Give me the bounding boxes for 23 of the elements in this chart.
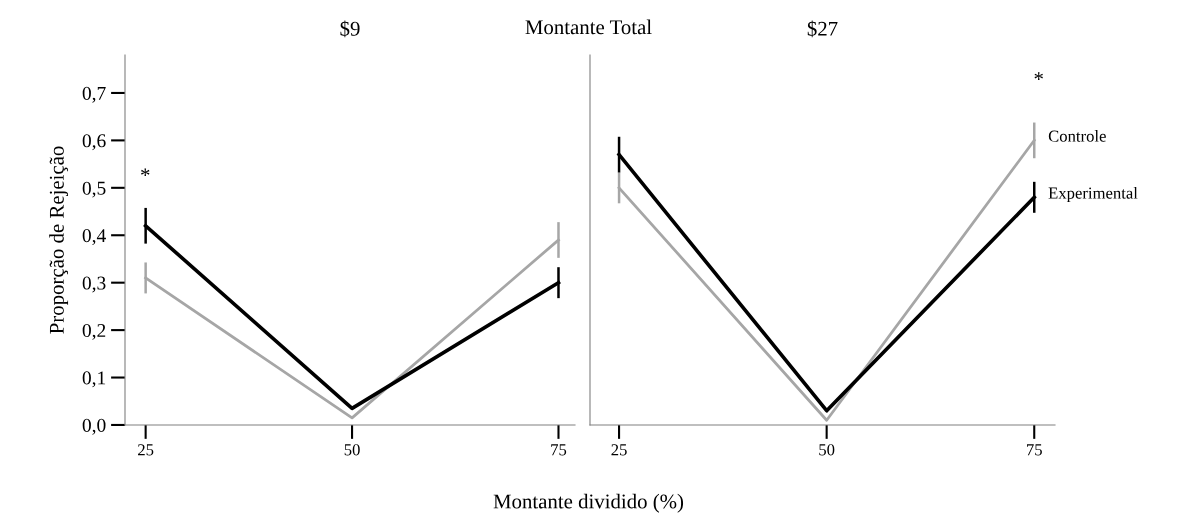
x-tick-label: 50 xyxy=(344,444,360,456)
annotation: * xyxy=(141,168,150,177)
chart-title: $27 xyxy=(807,20,838,38)
x-tick-label: 75 xyxy=(1027,444,1042,456)
x-tick-label: 25 xyxy=(611,444,627,456)
chart-title: $9 xyxy=(340,20,360,38)
annotation: * xyxy=(1034,72,1043,80)
x-tick-label: 50 xyxy=(819,444,835,456)
x-tick-label: 75 xyxy=(551,444,567,456)
y-axis-title: Proporção de Rejeição xyxy=(49,146,69,334)
y-tick-label: 0,7 xyxy=(82,86,106,103)
text: Montante Total xyxy=(525,19,652,35)
y-tick-label: 0,5 xyxy=(82,181,106,198)
y-tick-label: 0,2 xyxy=(82,323,106,340)
y-tick-label: 0,4 xyxy=(82,229,106,245)
y-tick-label: 0,1 xyxy=(82,371,106,388)
x-tick-label: 25 xyxy=(138,444,154,456)
y-tick-label: 0,0 xyxy=(82,418,106,435)
x-axis-title: Montante dividido (%) xyxy=(493,493,684,513)
y-tick-label: 0,6 xyxy=(82,134,106,151)
series-label: Controle xyxy=(1048,130,1106,142)
series-label: Experimental xyxy=(1048,186,1138,203)
y-tick-label: 0,3 xyxy=(82,276,106,293)
